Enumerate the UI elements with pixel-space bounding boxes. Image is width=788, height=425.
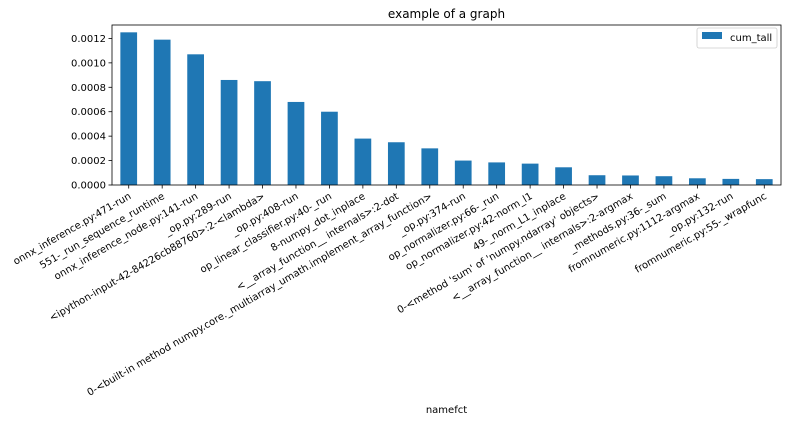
bar xyxy=(722,178,740,185)
y-tick-label: 0.0006 xyxy=(71,107,106,118)
legend-label: cum_tall xyxy=(730,33,772,44)
plot-frame xyxy=(111,24,782,186)
y-tick-label: 0.0008 xyxy=(71,83,106,94)
bar xyxy=(555,167,572,185)
bar xyxy=(120,32,138,185)
x-axis: onnx_inference.py:471-run551-_run_sequen… xyxy=(12,185,769,399)
bar xyxy=(622,175,639,185)
bar xyxy=(521,163,539,185)
bar xyxy=(220,79,238,185)
y-tick-label: 0.0002 xyxy=(71,156,106,167)
y-tick-label: 0.0010 xyxy=(71,58,106,69)
legend-swatch xyxy=(702,32,722,39)
x-axis-label: namefct xyxy=(426,405,467,416)
bar xyxy=(254,81,271,185)
bar xyxy=(153,39,171,185)
bar xyxy=(689,178,706,185)
y-tick-label: 0.0012 xyxy=(71,34,106,45)
bar xyxy=(755,179,773,185)
legend: cum_tall xyxy=(696,27,778,49)
bar xyxy=(454,160,472,185)
bar xyxy=(387,142,405,185)
y-tick-label: 0.0000 xyxy=(71,181,106,192)
bar xyxy=(488,162,506,185)
bar xyxy=(187,54,204,186)
bar xyxy=(655,176,673,185)
chart-title: example of a graph xyxy=(388,7,505,21)
bar xyxy=(421,148,439,185)
bar xyxy=(354,138,372,185)
y-axis: 0.0000 0.0002 0.0004 0.0006 0.0008 0.0010 0.00… xyxy=(71,34,112,192)
bar xyxy=(588,175,606,185)
bars-group xyxy=(120,32,773,186)
bar xyxy=(321,111,338,185)
y-tick-label: 0.0004 xyxy=(71,132,106,143)
bar xyxy=(287,101,305,185)
